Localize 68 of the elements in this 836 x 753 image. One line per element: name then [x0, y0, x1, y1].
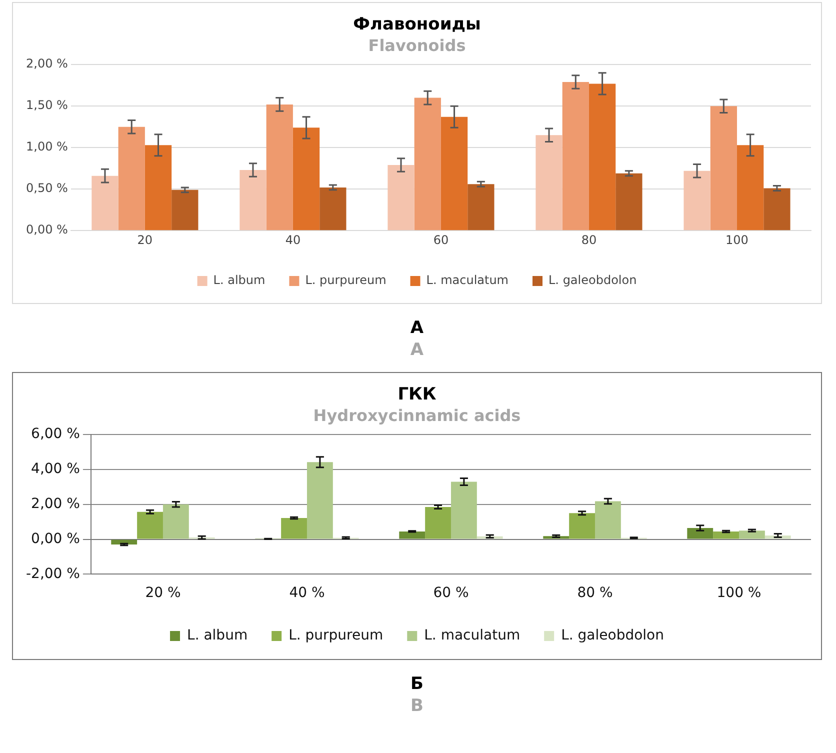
legend-label: L. maculatum	[426, 273, 509, 288]
legend-label: L. album	[213, 273, 266, 288]
bar	[562, 82, 589, 230]
chart-title: ГКК	[398, 384, 436, 405]
bar	[162, 504, 189, 539]
legend-label: L. galeobdolon	[548, 273, 637, 288]
y-tick-label: 0,00 %	[26, 222, 68, 237]
chart-title: Флавоноиды	[353, 14, 481, 35]
bar	[266, 104, 293, 230]
x-tick-label: 60 %	[433, 585, 469, 602]
bar	[118, 126, 145, 230]
y-tick-label: 6,00 %	[31, 426, 80, 442]
bar	[684, 170, 710, 230]
bar	[399, 531, 426, 539]
x-tick-label: 40 %	[289, 585, 325, 602]
x-tick-label: 20 %	[145, 585, 181, 602]
bar	[588, 84, 616, 230]
bar	[240, 170, 266, 230]
bar	[92, 176, 118, 230]
bar	[306, 462, 333, 539]
legend-label: L. galeobdolon	[561, 628, 664, 644]
y-tick-label: 2,00 %	[26, 56, 68, 71]
bar	[736, 145, 764, 230]
y-tick-label: 0,00 %	[31, 530, 80, 547]
text: А	[409, 318, 425, 338]
bar	[414, 98, 441, 230]
bar	[137, 512, 163, 539]
chart-subtitle: Hydroxycinnamic acids	[313, 406, 521, 426]
bar	[739, 530, 765, 539]
bar	[320, 187, 346, 230]
bar	[450, 482, 477, 539]
x-tick-label: 80	[581, 232, 597, 247]
bar	[281, 518, 307, 539]
y-tick-label: 1,50 %	[26, 98, 68, 112]
bar	[388, 165, 414, 230]
x-tick-label: 40	[285, 232, 301, 247]
x-tick-label: 100	[726, 232, 748, 247]
x-tick-label: 60	[433, 232, 449, 247]
legend-label: L. purpureum	[305, 273, 386, 288]
bar	[687, 528, 714, 539]
y-tick-label: 0,50 %	[26, 181, 68, 196]
bar	[569, 513, 595, 539]
bar	[144, 145, 172, 230]
text: B	[410, 696, 424, 716]
bar	[764, 188, 790, 230]
y-tick-label: 1,00 %	[26, 140, 68, 154]
bar	[425, 507, 451, 539]
bar	[713, 531, 739, 539]
x-tick-label: 100 %	[716, 585, 762, 602]
bar	[616, 173, 642, 230]
chart-subtitle: Flavonoids	[368, 36, 466, 56]
y-tick-label: 4,00 %	[31, 461, 80, 478]
bar	[710, 106, 737, 230]
bar	[292, 128, 320, 230]
legend-label: L. maculatum	[424, 628, 520, 644]
y-tick-label: -2,00 %	[26, 566, 80, 582]
text: Б	[410, 674, 424, 694]
x-tick-label: 20	[137, 232, 153, 247]
bar	[594, 501, 621, 539]
legend-label: L. album	[187, 628, 248, 644]
y-tick-label: 2,00 %	[31, 496, 80, 512]
bar	[536, 135, 562, 230]
bar	[468, 184, 494, 230]
legend-label: L. purpureum	[288, 628, 384, 644]
text: A	[409, 340, 425, 360]
bar	[172, 190, 198, 230]
x-tick-label: 80 %	[577, 585, 613, 602]
bar	[440, 116, 468, 230]
